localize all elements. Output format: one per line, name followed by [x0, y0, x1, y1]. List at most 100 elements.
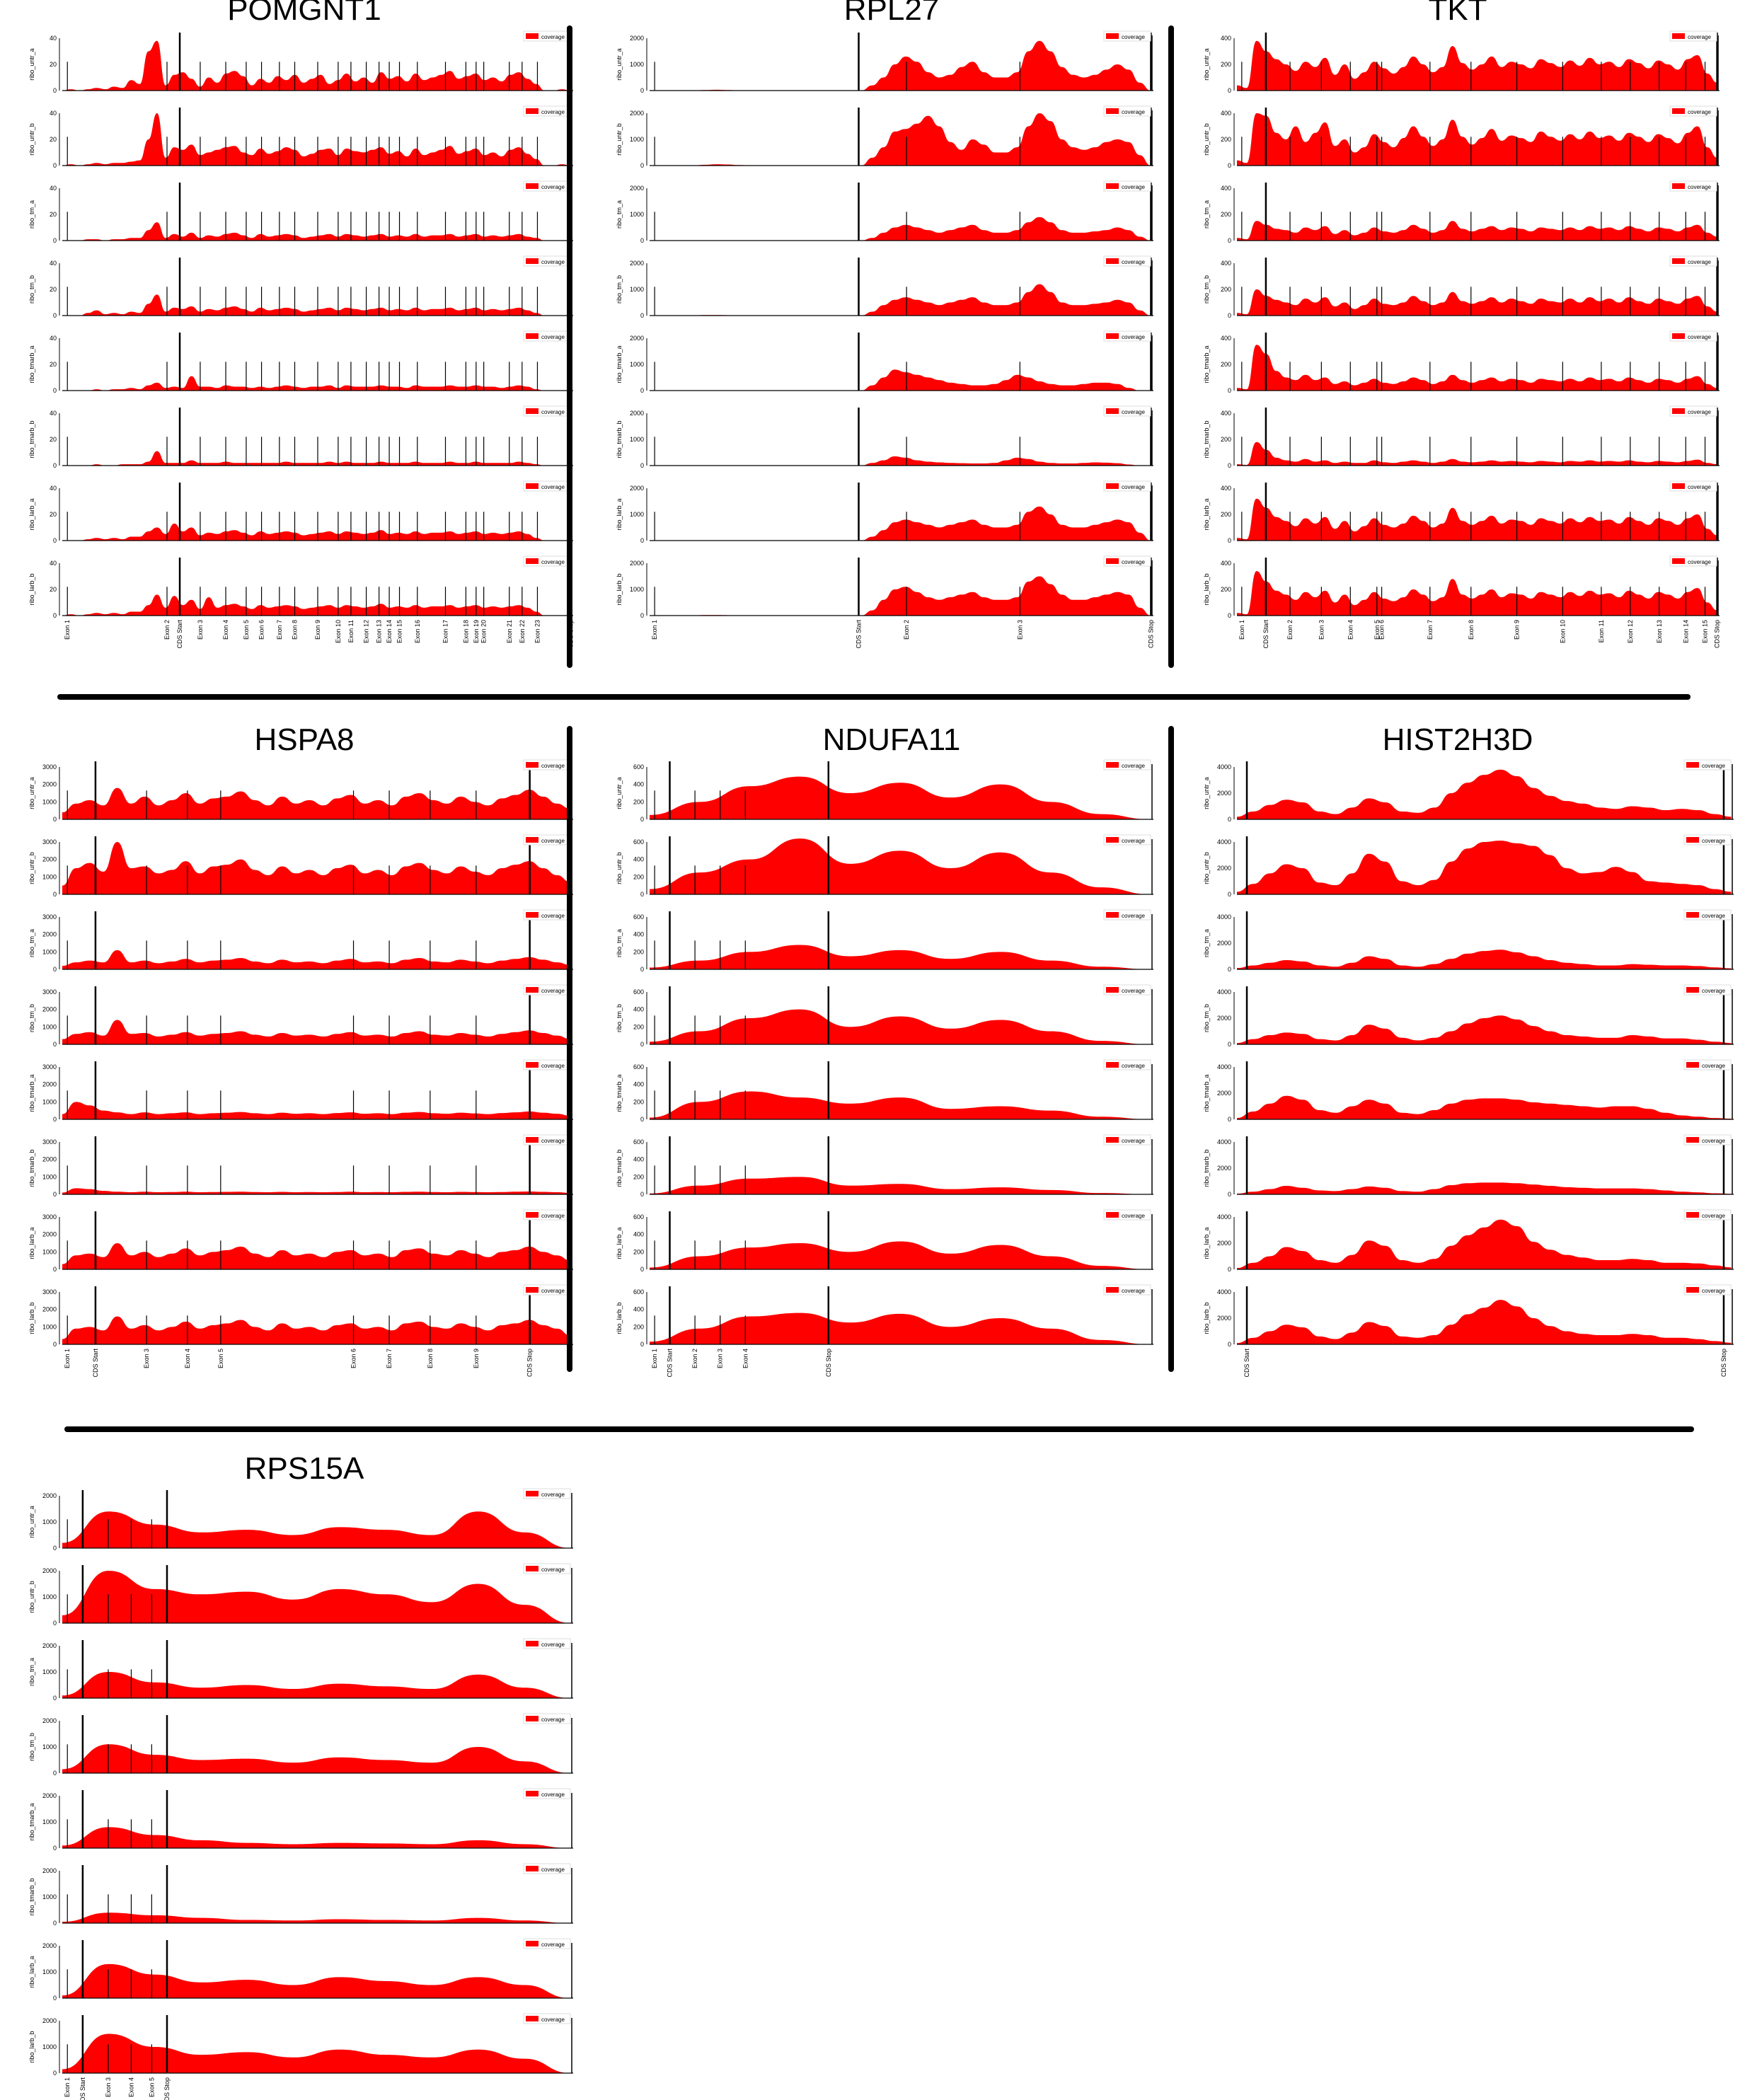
y-tick-label: 4000	[1217, 1063, 1231, 1071]
exon-tick-label: Exon 3	[197, 620, 204, 640]
y-tick-label: 1000	[42, 1518, 57, 1525]
coverage-area	[1237, 442, 1717, 466]
coverage-track: ribo_untr_a 0 2000 4000 coverage	[1203, 759, 1734, 823]
coverage-track: ribo_tmarb_a 0 20 40 coverage	[28, 330, 573, 394]
y-tick-label: 0	[53, 816, 57, 823]
y-tick-label: 0	[640, 1341, 644, 1348]
y-tick-label: 0	[640, 237, 644, 244]
y-tick-label: 1000	[42, 1743, 57, 1750]
exon-tick-label: Exon 14	[1682, 620, 1689, 643]
y-tick-label: 20	[50, 511, 57, 518]
exon-tick-label: CDS Stop	[1147, 620, 1154, 648]
coverage-area	[62, 113, 571, 166]
y-tick-label: 200	[1221, 61, 1231, 68]
y-tick-label: 0	[53, 966, 57, 973]
y-tick-label: 200	[633, 1248, 644, 1255]
legend-swatch	[1672, 408, 1685, 414]
exon-tick-label: Exon 13	[376, 620, 383, 643]
y-tick-label: 0	[53, 1845, 57, 1852]
y-tick-label: 0	[53, 1041, 57, 1048]
coverage-track: ribo_larb_b 0 20 40 coverage Exon 1 Exon 2 CDS …	[28, 555, 574, 649]
y-tick-label: 200	[1221, 286, 1231, 293]
sample-label: ribo_tmarb_a	[28, 345, 35, 383]
y-tick-label: 1000	[42, 873, 57, 880]
coverage-track: ribo_tm_a 0 1000 2000 3000 coverage	[28, 909, 573, 973]
coverage-area	[1237, 221, 1717, 241]
coverage-area	[1237, 289, 1717, 316]
coverage-area	[1237, 1095, 1732, 1119]
legend-label: coverage	[1702, 988, 1725, 994]
y-tick-label: 0	[640, 1191, 644, 1198]
y-tick-label: 2000	[42, 1492, 57, 1499]
y-tick-label: 0	[1228, 312, 1231, 319]
y-tick-label: 1000	[42, 1323, 57, 1330]
legend-label: coverage	[1702, 1063, 1725, 1069]
gene-title: TKT	[1428, 0, 1487, 27]
coverage-track: ribo_larb_a 0 2000 4000 coverage	[1203, 1209, 1734, 1273]
legend-label: coverage	[1688, 109, 1711, 115]
coverage-track: ribo_untr_b 0 20 40 coverage	[28, 105, 573, 169]
y-tick-label: 2000	[42, 1792, 57, 1799]
exon-tick-label: Exon 8	[1468, 620, 1475, 640]
y-tick-label: 0	[53, 87, 57, 94]
y-tick-label: 2000	[630, 35, 644, 42]
y-tick-label: 0	[640, 1116, 644, 1123]
y-tick-label: 2000	[42, 781, 57, 788]
legend-label: coverage	[541, 1492, 565, 1498]
exon-tick-label: Exon 1	[651, 620, 658, 640]
y-tick-label: 0	[53, 1266, 57, 1273]
y-tick-label: 2000	[42, 856, 57, 863]
sample-label: ribo_tm_b	[616, 1004, 623, 1032]
y-tick-label: 600	[633, 1138, 644, 1146]
y-tick-label: 0	[1228, 237, 1231, 244]
sample-label: ribo_tm_a	[616, 200, 623, 229]
y-tick-label: 4000	[1217, 988, 1231, 996]
coverage-area	[62, 788, 571, 819]
coverage-track: ribo_larb_b 0 1000 2000 3000 coverage Exon 1 CD…	[28, 1284, 573, 1378]
coverage-track: ribo_larb_b 0 1000 2000 coverage Exon 1 CDS St…	[616, 555, 1154, 649]
coverage-track: ribo_tm_b 0 2000 4000 coverage	[1203, 984, 1734, 1048]
legend-swatch	[1672, 33, 1685, 39]
y-tick-label: 1000	[42, 1098, 57, 1105]
legend-label: coverage	[541, 184, 565, 190]
legend-swatch	[1106, 837, 1119, 843]
coverage-area	[650, 1312, 1151, 1344]
sample-label: ribo_untr_b	[1203, 123, 1210, 156]
coverage-track: ribo_tm_a 0 200 400 coverage	[1203, 180, 1720, 244]
coverage-area	[1237, 841, 1732, 894]
y-tick-label: 0	[1228, 966, 1231, 973]
y-tick-label: 1000	[42, 1023, 57, 1030]
y-tick-label: 0	[1228, 1041, 1231, 1048]
legend-swatch	[526, 33, 539, 39]
sample-label: ribo_larb_a	[28, 498, 35, 530]
y-tick-label: 0	[640, 816, 644, 823]
legend-label: coverage	[1122, 1213, 1145, 1219]
coverage-area	[650, 113, 1151, 166]
y-tick-label: 0	[640, 612, 644, 619]
coverage-area	[62, 1188, 571, 1194]
coverage-area	[62, 523, 571, 541]
y-tick-label: 3000	[42, 913, 57, 921]
y-tick-label: 1000	[630, 136, 644, 143]
y-tick-label: 2000	[42, 1081, 57, 1088]
y-tick-label: 1000	[42, 1593, 57, 1600]
y-tick-label: 400	[633, 856, 644, 863]
y-tick-label: 200	[1221, 136, 1231, 143]
legend-swatch	[1106, 408, 1119, 414]
coverage-track: ribo_tm_a 0 1000 2000 coverage	[616, 180, 1153, 244]
y-tick-label: 0	[1228, 816, 1231, 823]
y-tick-label: 0	[53, 237, 57, 244]
sample-label: ribo_tmarb_b	[616, 420, 623, 458]
gene-title: HSPA8	[254, 722, 354, 757]
legend-label: coverage	[1122, 109, 1145, 115]
legend-swatch	[1106, 1137, 1119, 1143]
y-tick-label: 20	[50, 361, 57, 368]
legend-label: coverage	[541, 988, 565, 994]
coverage-area	[650, 456, 1151, 466]
sample-label: ribo_tm_b	[28, 1733, 35, 1761]
legend-label: coverage	[1122, 913, 1145, 919]
legend-label: coverage	[541, 1792, 565, 1798]
coverage-area	[62, 222, 571, 241]
coverage-area	[62, 40, 571, 91]
